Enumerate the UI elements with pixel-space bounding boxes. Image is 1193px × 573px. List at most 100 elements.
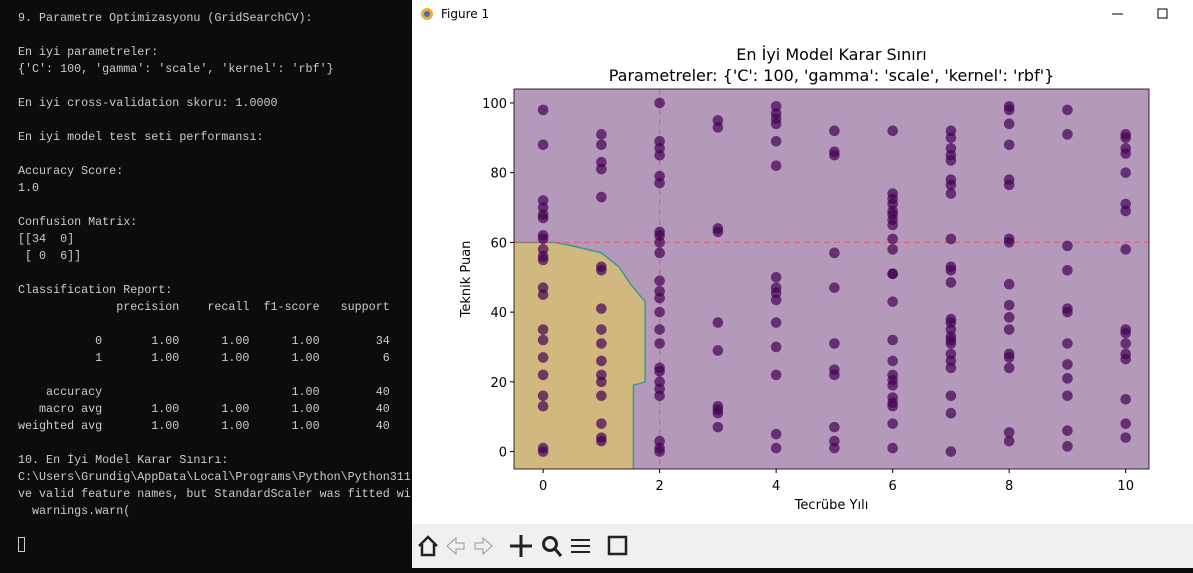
data-point xyxy=(945,132,957,144)
data-point xyxy=(1062,373,1073,384)
back-button[interactable] xyxy=(446,536,465,556)
data-point xyxy=(887,380,898,391)
configure-button[interactable] xyxy=(571,539,590,553)
data-point xyxy=(654,177,665,189)
terminal-line: 10. En İyi Model Karar Sınırı: xyxy=(18,453,229,467)
data-point xyxy=(770,271,782,283)
data-point xyxy=(654,390,665,402)
forward-button[interactable] xyxy=(474,536,493,556)
data-point xyxy=(1062,425,1073,436)
data-point xyxy=(829,338,840,349)
data-point xyxy=(770,160,782,171)
data-point xyxy=(770,317,782,328)
terminal-line: Classification Report: xyxy=(18,283,173,297)
data-point xyxy=(1003,179,1015,191)
data-point xyxy=(537,334,549,346)
toolbar xyxy=(412,524,1193,568)
y-tick-label: 20 xyxy=(490,376,507,391)
data-point xyxy=(770,442,782,454)
y-tick-label: 60 xyxy=(490,236,507,251)
chart-title: En İyi Model Karar Sınırı xyxy=(736,45,926,64)
data-point xyxy=(596,264,607,276)
x-tick-label: 0 xyxy=(539,479,547,494)
maximize-button[interactable] xyxy=(1157,8,1168,19)
data-point xyxy=(1062,264,1073,276)
data-point xyxy=(945,277,957,288)
data-point xyxy=(596,338,607,349)
data-point xyxy=(770,341,782,353)
terminal-line: ve valid feature names, but StandardScal… xyxy=(18,487,411,501)
data-point xyxy=(770,135,782,147)
data-point xyxy=(1062,441,1073,452)
data-point xyxy=(1003,299,1015,311)
y-tick-label: 40 xyxy=(490,306,507,321)
window-title: Figure 1 xyxy=(441,7,489,21)
terminal-line: accuracy 1.00 40 xyxy=(18,385,390,399)
data-point xyxy=(1003,278,1015,290)
y-tick-label: 0 xyxy=(499,446,507,461)
zoom-button[interactable] xyxy=(542,536,558,552)
data-point xyxy=(596,418,607,429)
data-point xyxy=(712,421,724,433)
figure-window: Figure 1 0 2 4 6 8 10 0 20 40 60 80 100 En İyi Model… xyxy=(412,0,1193,568)
data-point xyxy=(1120,432,1131,443)
data-point xyxy=(887,219,898,231)
data-point xyxy=(654,324,665,335)
data-point xyxy=(887,244,898,255)
data-point xyxy=(1003,427,1015,438)
data-point xyxy=(887,233,898,245)
data-point xyxy=(537,446,549,457)
data-point xyxy=(654,97,665,109)
data-point xyxy=(596,139,607,151)
data-point xyxy=(1120,338,1131,349)
data-point xyxy=(654,292,665,304)
data-point xyxy=(770,428,782,440)
data-point xyxy=(537,104,549,116)
data-point xyxy=(945,264,957,276)
pan-button[interactable] xyxy=(510,535,532,557)
data-point xyxy=(1003,118,1015,130)
data-point xyxy=(654,338,665,349)
data-point xyxy=(945,446,957,457)
toolbar-icons xyxy=(418,535,628,557)
terminal-line: C:\Users\Grundig\AppData\Local\Programs\… xyxy=(18,470,411,484)
data-point xyxy=(770,118,782,130)
data-point xyxy=(1062,390,1073,402)
data-point xyxy=(1120,167,1131,178)
data-point xyxy=(1003,104,1015,116)
data-point xyxy=(1062,338,1073,349)
data-point xyxy=(1062,306,1073,318)
data-point xyxy=(829,149,840,161)
data-point xyxy=(1120,327,1131,339)
save-button[interactable] xyxy=(607,535,628,556)
terminal-line: weighted avg 1.00 1.00 1.00 40 xyxy=(18,419,390,433)
data-point xyxy=(1120,418,1131,429)
data-point xyxy=(654,275,665,287)
home-button[interactable] xyxy=(418,535,438,557)
terminal-line: 9. Parametre Optimizasyonu (GridSearchCV… xyxy=(18,11,313,25)
data-point xyxy=(537,352,549,363)
data-point xyxy=(829,421,840,433)
data-point xyxy=(945,188,957,199)
terminal-line: {'C': 100, 'gamma': 'scale', 'kernel': '… xyxy=(18,62,334,76)
data-point xyxy=(829,125,840,137)
data-point xyxy=(596,324,607,335)
data-point xyxy=(596,191,607,203)
x-axis-label: Tecrübe Yılı xyxy=(794,498,869,513)
data-point xyxy=(712,407,724,419)
data-point xyxy=(887,400,898,412)
x-tick-label: 6 xyxy=(889,479,897,494)
data-point xyxy=(770,369,782,381)
app-icon xyxy=(421,8,433,20)
data-point xyxy=(1003,352,1015,363)
data-point xyxy=(712,317,724,328)
terminal-line: Accuracy Score: xyxy=(18,164,124,178)
data-point xyxy=(1003,362,1015,374)
data-point xyxy=(829,282,840,294)
data-point xyxy=(654,366,665,377)
terminal-line: Confusion Matrix: xyxy=(18,215,138,229)
terminal-line: macro avg 1.00 1.00 1.00 40 xyxy=(18,402,390,416)
data-point xyxy=(1003,237,1015,248)
